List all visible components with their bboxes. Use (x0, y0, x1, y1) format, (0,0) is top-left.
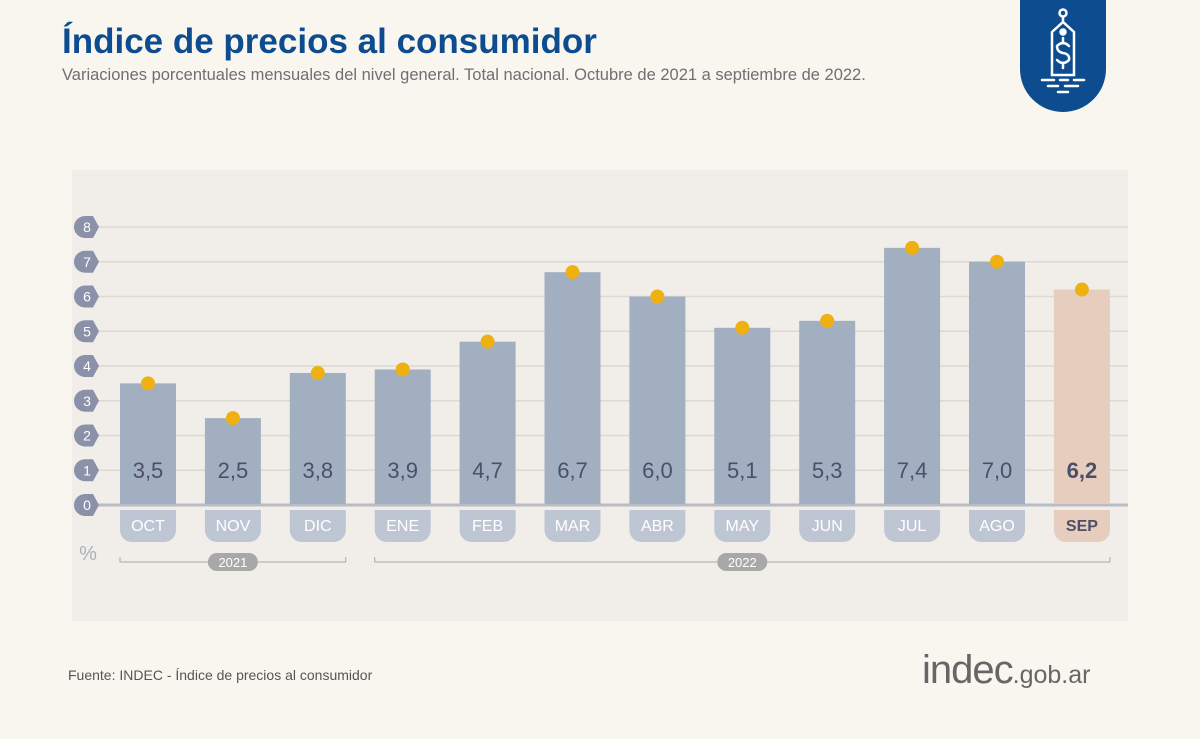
price-tag-dollar-icon (1020, 0, 1106, 112)
month-pill (204, 510, 261, 542)
data-label: 5,1 (727, 458, 758, 483)
month-pill (459, 510, 516, 542)
data-point (395, 362, 410, 377)
bar-ene (374, 369, 431, 504)
data-label: 2,5 (218, 458, 249, 483)
data-label: 7,0 (982, 458, 1013, 483)
month-pill (1053, 510, 1110, 542)
source-note: Fuente: INDEC - Índice de precios al con… (68, 667, 373, 683)
y-tick-badge (74, 250, 99, 273)
data-label: 6,7 (557, 458, 588, 483)
bar-feb (459, 341, 516, 504)
bar-may (714, 327, 771, 504)
month-pill (969, 510, 1025, 542)
x-tick-label: NOV (216, 518, 251, 535)
y-unit-label: % (79, 543, 97, 565)
month-pill (629, 510, 686, 542)
indec-logo: indec.gob.ar (922, 648, 1090, 693)
x-tick-label: JUN (812, 518, 843, 535)
y-tick-label: 5 (83, 323, 91, 339)
x-tick-label: SEP (1066, 518, 1098, 535)
data-point (1074, 282, 1089, 297)
month-pill (544, 510, 601, 542)
month-pill (374, 510, 431, 542)
data-label: 7,4 (897, 458, 928, 483)
data-point (735, 320, 750, 335)
x-tick-label: DIC (304, 518, 332, 535)
x-tick-label: ABR (641, 518, 674, 535)
bar-nov (204, 418, 261, 504)
data-label: 5,3 (812, 458, 843, 483)
bar-mar (544, 272, 601, 504)
bar-ago (969, 261, 1025, 504)
y-tick-label: 1 (83, 462, 91, 478)
data-point (990, 254, 1004, 269)
bar-dic (289, 372, 346, 504)
y-tick-badge (74, 355, 99, 377)
x-tick-label: AGO (979, 518, 1015, 535)
y-tick-label: 2 (83, 428, 91, 444)
month-pill (289, 510, 346, 542)
month-pill (799, 510, 856, 542)
y-tick-badge (74, 459, 99, 482)
x-tick-label: OCT (131, 518, 165, 535)
page-title: Índice de precios al consumidor (62, 22, 597, 61)
y-tick-badge (74, 424, 99, 447)
bar-jul (884, 247, 941, 504)
data-label: 3,9 (387, 458, 418, 483)
x-tick-label: ENE (386, 518, 419, 535)
data-point (310, 365, 325, 380)
bar-sep (1053, 289, 1110, 504)
year-label: 2021 (218, 555, 247, 570)
y-tick-label: 3 (83, 393, 91, 409)
data-label: 3,8 (303, 458, 334, 483)
year-label: 2022 (728, 555, 757, 570)
x-tick-label: MAY (726, 518, 760, 535)
x-tick-label: FEB (472, 518, 503, 535)
y-tick-label: 8 (83, 219, 91, 235)
bar-abr (629, 296, 686, 504)
bar-jun (799, 320, 856, 504)
y-tick-badge (74, 285, 99, 308)
y-tick-label: 6 (83, 289, 91, 305)
y-tick-badge (74, 216, 99, 238)
logo-suffix: .gob.ar (1012, 661, 1091, 689)
data-label: 3,5 (133, 458, 164, 483)
bar-oct (120, 383, 176, 504)
x-tick-label: MAR (555, 518, 591, 535)
data-label: 6,2 (1067, 458, 1098, 483)
y-tick-label: 7 (83, 254, 91, 270)
data-point (565, 265, 580, 280)
year-pill (717, 553, 768, 571)
data-point (820, 313, 835, 328)
data-point (650, 289, 665, 304)
data-point (141, 376, 155, 391)
x-tick-label: JUL (898, 518, 927, 535)
year-pill (207, 553, 258, 571)
y-tick-label: 0 (83, 497, 91, 513)
data-point (480, 334, 495, 349)
y-tick-badge (74, 389, 99, 412)
data-label: 4,7 (472, 458, 503, 483)
logo-main: indec (922, 648, 1014, 692)
y-tick-badge (74, 320, 99, 343)
y-tick-badge (74, 494, 99, 516)
data-point (905, 240, 920, 255)
month-pill (884, 510, 941, 542)
page-subtitle: Variaciones porcentuales mensuales del n… (62, 66, 866, 84)
month-pill (714, 510, 771, 542)
month-pill (120, 510, 176, 542)
data-point (225, 411, 240, 426)
y-tick-label: 4 (83, 358, 91, 374)
data-label: 6,0 (642, 458, 673, 483)
